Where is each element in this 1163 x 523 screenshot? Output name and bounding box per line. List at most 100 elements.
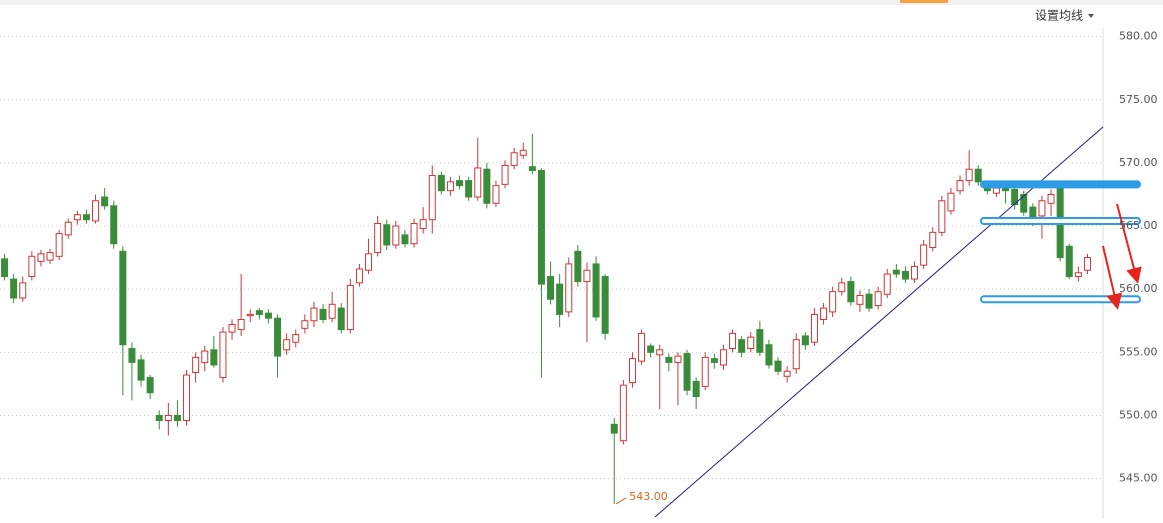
candle-body xyxy=(37,253,45,262)
candle-body xyxy=(765,344,773,366)
candle-body xyxy=(10,278,18,299)
candle-body xyxy=(738,339,746,353)
arrow xyxy=(1116,203,1142,284)
candle-body xyxy=(920,244,928,266)
candle-body xyxy=(619,384,627,442)
y-tick-label: 575.00 xyxy=(1119,93,1158,106)
candle-body xyxy=(92,200,100,222)
candle-body xyxy=(701,356,709,387)
candle-body xyxy=(410,223,418,245)
candle-body xyxy=(756,329,764,353)
candle-body xyxy=(747,336,755,350)
candle-body xyxy=(365,253,373,271)
candle-body xyxy=(437,175,445,192)
y-tick-label: 550.00 xyxy=(1119,408,1158,421)
candle-body xyxy=(892,269,900,275)
candle-body xyxy=(328,303,336,319)
candle-body xyxy=(274,317,282,357)
candle-body xyxy=(346,284,354,331)
candle-body xyxy=(874,291,882,307)
candle-body xyxy=(201,350,209,363)
candle-body xyxy=(774,360,782,372)
candle-body xyxy=(719,349,727,366)
candle-body xyxy=(292,334,300,343)
candle-body xyxy=(911,265,919,280)
candle-body xyxy=(547,276,555,300)
grid xyxy=(0,36,1103,480)
candle-body xyxy=(556,283,564,315)
candle-body xyxy=(537,169,545,285)
candle-body xyxy=(374,223,382,254)
candle-body xyxy=(310,307,318,322)
candle-body xyxy=(574,250,582,283)
top-toolbar xyxy=(0,0,1163,5)
candle-body xyxy=(55,233,63,257)
candle-body xyxy=(283,339,291,351)
candle-body xyxy=(865,293,873,309)
candle-body xyxy=(483,168,491,204)
candle-body xyxy=(565,263,573,313)
candle-body xyxy=(64,221,72,236)
candle-body xyxy=(428,175,436,221)
candle-body xyxy=(810,313,818,343)
candle-body xyxy=(173,414,181,422)
candle-body xyxy=(19,282,27,299)
candle-body xyxy=(656,349,664,356)
candle-body xyxy=(1020,193,1028,213)
candle-body xyxy=(1047,193,1055,204)
candle-body xyxy=(492,185,500,204)
candle-body xyxy=(583,269,591,283)
menu-caret xyxy=(1088,14,1094,18)
candle-body xyxy=(456,180,464,187)
candle-body xyxy=(792,339,800,370)
candle-body xyxy=(528,166,536,171)
candle-body xyxy=(392,225,400,246)
trend-line xyxy=(654,126,1104,518)
candle-body xyxy=(665,356,673,363)
candle-body xyxy=(519,149,527,156)
candle-body xyxy=(820,307,828,320)
candle-body xyxy=(301,320,309,329)
y-tick-label: 555.00 xyxy=(1119,345,1158,358)
candle-body xyxy=(974,168,982,183)
candle-body xyxy=(801,335,809,346)
candle-body xyxy=(829,291,837,313)
candle-body xyxy=(119,250,127,346)
candle-body xyxy=(146,377,154,394)
candle-body xyxy=(155,414,163,422)
candle-body xyxy=(674,355,682,363)
candle-body xyxy=(1083,257,1091,271)
candle-body xyxy=(965,168,973,182)
candle-body xyxy=(647,345,655,353)
candle-body xyxy=(164,414,172,422)
candle-body xyxy=(192,356,200,374)
candle-body xyxy=(938,200,946,233)
candle-body xyxy=(1074,272,1082,278)
candle-body xyxy=(246,313,254,317)
candle-body xyxy=(783,370,791,377)
levels xyxy=(980,180,1141,304)
candle-body xyxy=(692,380,700,398)
candle-body xyxy=(901,270,909,280)
y-tick-label: 570.00 xyxy=(1119,156,1158,169)
menu-button[interactable]: 设置均线 xyxy=(1035,9,1083,23)
candle-body xyxy=(638,332,646,362)
candle-body xyxy=(947,192,955,212)
candle-body xyxy=(847,281,855,303)
annotation-label: 543.00 xyxy=(629,490,668,503)
candle-body xyxy=(474,167,482,198)
candle-body xyxy=(419,219,427,230)
candle-body xyxy=(856,294,864,305)
active-tab[interactable] xyxy=(900,0,948,3)
candle-body xyxy=(729,332,737,350)
candle-body xyxy=(337,307,345,331)
annotation-pointer xyxy=(615,497,627,505)
candle-body xyxy=(183,374,191,422)
candle-body xyxy=(683,353,691,391)
candle-body xyxy=(610,423,618,434)
candle-body xyxy=(883,273,891,295)
candle-body xyxy=(929,231,937,249)
y-tick-label: 560.00 xyxy=(1119,282,1158,295)
level-line xyxy=(980,180,1141,189)
